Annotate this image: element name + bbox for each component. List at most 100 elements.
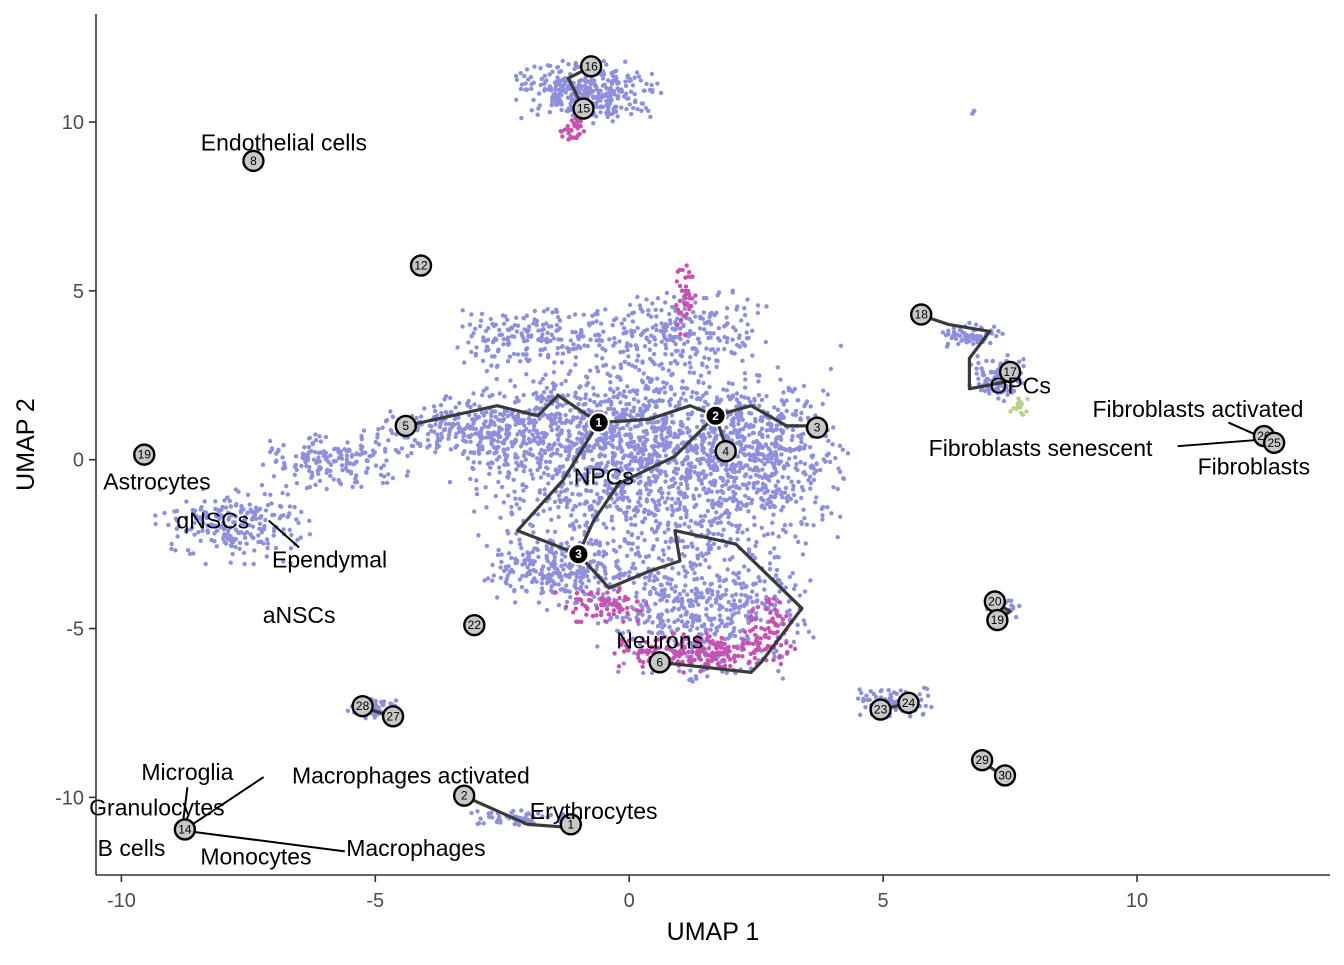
cell-point (573, 116, 578, 121)
cell-point (659, 432, 664, 438)
cell-point (702, 581, 707, 586)
cell-point (620, 456, 626, 461)
cell-point (658, 598, 663, 603)
cell-point (438, 421, 443, 426)
cell-point (653, 503, 658, 509)
cell-point (405, 469, 411, 474)
cell-point (778, 427, 783, 433)
cell-point (233, 514, 239, 519)
cell-point (712, 654, 717, 660)
cell-point (281, 443, 286, 448)
cell-point (646, 399, 652, 404)
cell-point (600, 69, 606, 74)
cell-point (471, 391, 476, 396)
cell-point (198, 538, 203, 543)
cell-point (581, 566, 586, 571)
cell-point (647, 573, 653, 578)
cell-point (722, 646, 727, 652)
cell-point (653, 404, 658, 409)
cell-point (559, 558, 564, 563)
cell-point (431, 404, 437, 409)
cell-point (593, 311, 598, 317)
cell-point (660, 548, 666, 553)
cell-point (220, 513, 225, 519)
cell-point (277, 516, 282, 521)
cell-point (729, 632, 734, 637)
cell-point (364, 469, 369, 475)
cell-point (556, 92, 562, 97)
cell-point (734, 475, 739, 481)
cell-point (690, 623, 695, 629)
cell-point (594, 100, 599, 106)
cell-point (825, 392, 830, 397)
cell-point (746, 537, 751, 542)
cell-point (478, 318, 484, 323)
cell-point (612, 500, 617, 505)
cell-point (743, 444, 749, 449)
cell-point (572, 394, 578, 399)
cell-point (781, 400, 786, 405)
cell-point (1011, 406, 1016, 411)
cell-point (453, 405, 458, 410)
cell-point (764, 606, 769, 612)
cell-point (488, 465, 493, 470)
cell-point (673, 404, 678, 409)
cell-point (476, 414, 481, 420)
cell-point (752, 555, 758, 561)
cell-point (1000, 331, 1005, 336)
cell-point (599, 461, 604, 466)
cell-point (495, 552, 501, 558)
cell-point (680, 659, 685, 665)
cell-point (511, 569, 516, 575)
cell-point (577, 79, 582, 84)
cell-point (559, 360, 565, 365)
cell-point (564, 599, 570, 605)
cell-point (617, 495, 622, 501)
cell-point (680, 379, 685, 384)
cell-point (772, 405, 777, 410)
cell-point (628, 467, 633, 472)
cell-point (205, 523, 210, 528)
cell-point (611, 575, 616, 581)
cell-point (678, 515, 684, 521)
cell-point (203, 561, 208, 567)
cell-point (557, 571, 562, 576)
cell-point (597, 343, 602, 348)
cell-point (514, 460, 519, 465)
cell-point (623, 83, 629, 89)
cell-point (446, 436, 451, 441)
cell-point (509, 555, 514, 561)
cell-point (739, 585, 745, 591)
cell-point (656, 637, 661, 642)
cell-point (701, 439, 706, 444)
cell-point (672, 589, 678, 594)
cell-point (489, 441, 494, 447)
cell-point (642, 586, 647, 591)
cell-point (565, 95, 571, 100)
cell-point (505, 413, 510, 419)
cell-point (700, 553, 705, 559)
cell-point (667, 399, 672, 404)
cell-point (713, 632, 718, 637)
cell-point (642, 575, 648, 580)
cell-point (976, 376, 981, 381)
cell-point (734, 463, 739, 468)
cell-point (617, 339, 622, 344)
cell-point (507, 570, 513, 575)
cell-point (644, 499, 650, 504)
cell-point (359, 434, 364, 439)
cell-point (742, 306, 747, 311)
cell-point (460, 308, 465, 313)
cell-point (158, 487, 163, 492)
cell-point (511, 351, 517, 357)
cell-point (576, 401, 581, 407)
cell-point (559, 578, 564, 583)
cell-point (762, 627, 767, 632)
cell-point (798, 416, 803, 421)
cell-point (505, 359, 511, 364)
cell-point (192, 508, 198, 513)
cell-point (250, 524, 256, 529)
cell-point (635, 535, 641, 540)
cell-point (568, 480, 574, 486)
cell-point (735, 646, 740, 651)
